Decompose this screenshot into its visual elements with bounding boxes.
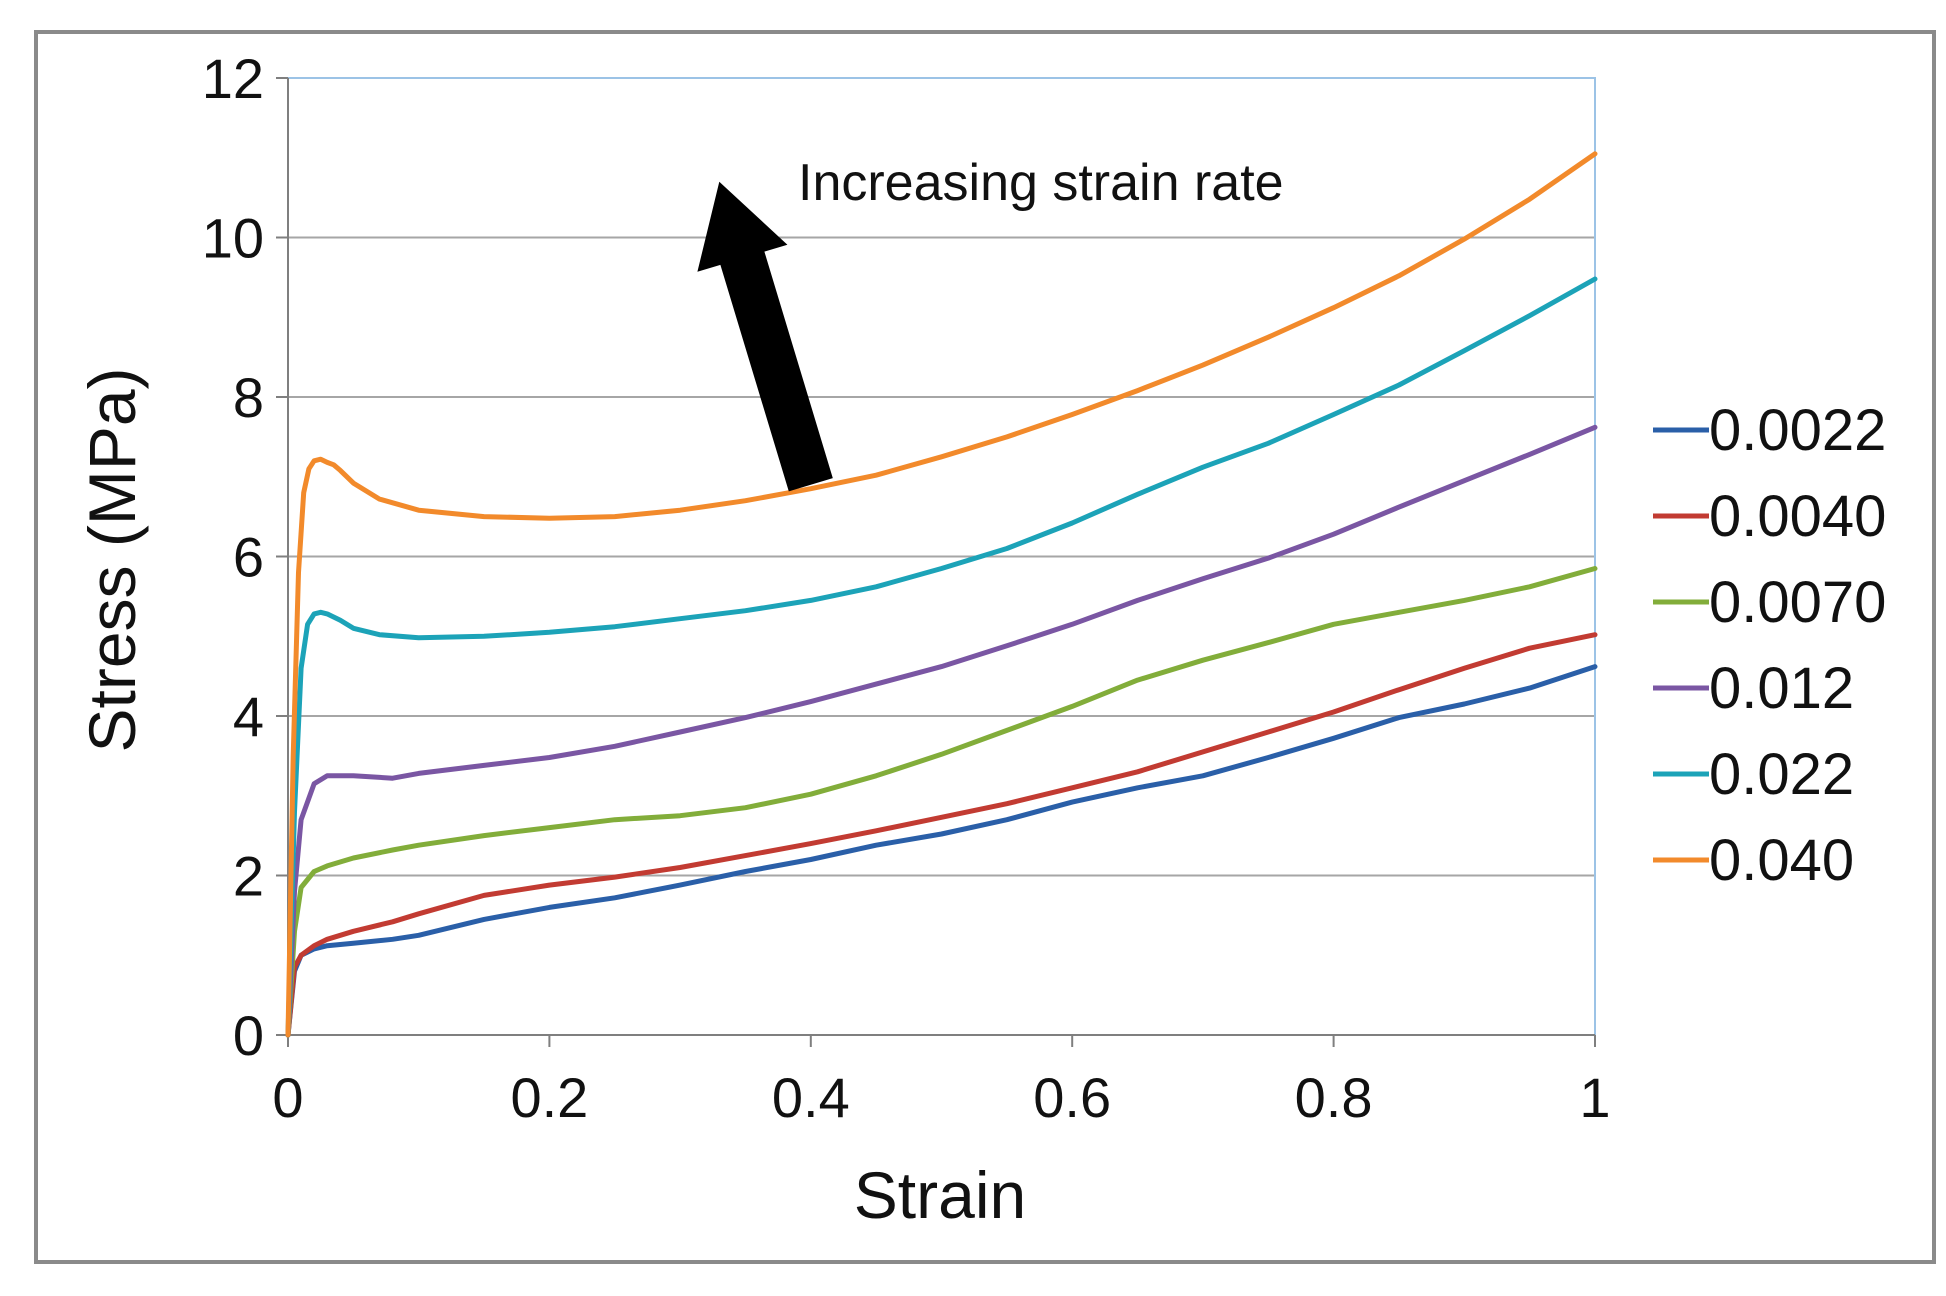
x-tick-label: 1 xyxy=(1579,1066,1610,1129)
axes: 0 2 4 6 8 10 12 0 0.2 0.4 0.6 0.8 1 xyxy=(202,47,1611,1129)
y-tick-label: 8 xyxy=(233,366,264,429)
x-axis-title: Strain xyxy=(854,1158,1026,1232)
series-lines xyxy=(285,151,1598,1038)
y-tick-label: 6 xyxy=(233,526,264,589)
series-line-0.022 xyxy=(285,276,1598,1038)
annotation: Increasing strain rate xyxy=(697,154,1284,492)
series-line-0.012 xyxy=(285,424,1598,1038)
legend-label-0.0022: 0.0022 xyxy=(1709,398,1886,463)
x-tick-label: 0.4 xyxy=(772,1066,850,1129)
series-line-0.0070 xyxy=(285,566,1598,1038)
legend-label-0.0040: 0.0040 xyxy=(1709,484,1886,549)
y-tick-label: 10 xyxy=(202,207,264,270)
legend-label-0.022: 0.022 xyxy=(1709,742,1854,807)
series-line-0.040 xyxy=(285,151,1598,1038)
y-tick-label: 4 xyxy=(233,685,264,748)
legend: 0.0022 0.0040 0.0070 0.012 0.022 0.040 xyxy=(1653,398,1886,893)
legend-label-0.0070: 0.0070 xyxy=(1709,570,1886,635)
y-tick-label: 12 xyxy=(202,47,264,110)
legend-label-0.012: 0.012 xyxy=(1709,656,1854,721)
x-tick-label: 0.2 xyxy=(510,1066,588,1129)
y-tick-label: 2 xyxy=(233,845,264,908)
figure-border xyxy=(34,30,1936,1264)
y-axis-title: Stress (MPa) xyxy=(75,367,149,752)
up-arrow-icon xyxy=(697,181,833,492)
series-line-0.0040 xyxy=(285,632,1598,1038)
legend-label-0.040: 0.040 xyxy=(1709,828,1854,893)
y-tick-label: 0 xyxy=(233,1004,264,1067)
annotation-label: Increasing strain rate xyxy=(798,154,1284,212)
x-tick-label: 0 xyxy=(272,1066,303,1129)
series-line-0.0022 xyxy=(285,664,1598,1038)
x-tick-label: 0.6 xyxy=(1033,1066,1111,1129)
x-tick-label: 0.8 xyxy=(1295,1066,1373,1129)
